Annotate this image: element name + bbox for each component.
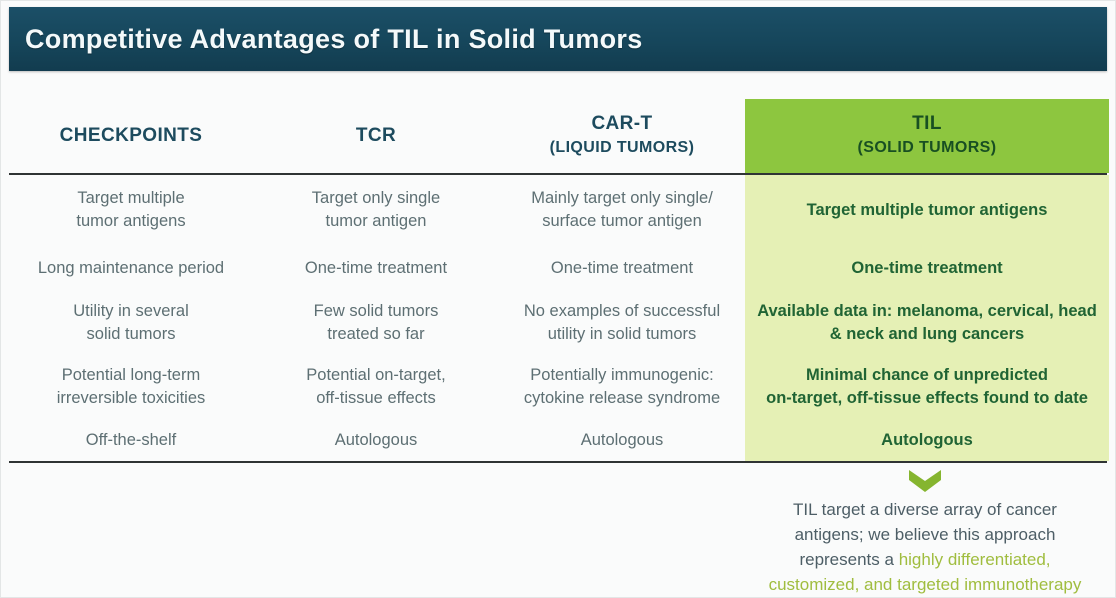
comparison-table: CHECKPOINTS TCR CAR-T (LIQUID TUMORS) TI…: [9, 99, 1109, 463]
table-row: Target multiple tumor antigens Target on…: [9, 175, 1109, 245]
table-cell: Target multiple tumor antigens: [76, 189, 186, 230]
column-header-til: TIL (SOLID TUMORS): [745, 99, 1109, 173]
column-header-label: CAR-T: [591, 113, 653, 134]
table-cell-til: Available data in: melanoma, cervical, h…: [745, 291, 1109, 355]
table-cell: Potentially immunogenic: cytokine releas…: [523, 366, 721, 407]
callout-highlight-text: highly differentiated, customized, and t…: [768, 550, 1082, 594]
til-callout: TIL target a diverse array of cancer ant…: [743, 463, 1107, 597]
table-cell-til: One-time treatment: [745, 245, 1109, 291]
table-cell: No examples of successful utility in sol…: [523, 302, 721, 343]
table-header-row: CHECKPOINTS TCR CAR-T (LIQUID TUMORS) TI…: [9, 99, 1109, 173]
table-cell: Potential long-term irreversible toxicit…: [56, 366, 206, 407]
column-header-label: TCR: [355, 125, 397, 146]
column-header-label: TIL: [912, 113, 942, 134]
column-header-checkpoints: CHECKPOINTS: [9, 99, 253, 173]
table-cell: One-time treatment: [550, 258, 694, 277]
column-header-sublabel: (SOLID TUMORS): [857, 139, 997, 156]
column-header-sublabel: (LIQUID TUMORS): [549, 139, 695, 156]
table-row: Utility in several solid tumors Few soli…: [9, 291, 1109, 355]
table-cell: Autologous: [580, 430, 664, 449]
chevron-down-icon: [743, 469, 1107, 493]
column-header-label: CHECKPOINTS: [59, 125, 203, 146]
table-row: Off-the-shelf Autologous Autologous Auto…: [9, 419, 1109, 461]
til-callout-text: TIL target a diverse array of cancer ant…: [743, 497, 1107, 597]
table-cell: Utility in several solid tumors: [73, 302, 189, 343]
table-cell-til: Autologous: [745, 419, 1109, 461]
callout-plain-text: TIL target a diverse array of cancer ant…: [793, 500, 1057, 569]
table-cell: Off-the-shelf: [85, 430, 177, 449]
table-cell-til: Target multiple tumor antigens: [745, 175, 1109, 245]
table-cell: Long maintenance period: [37, 258, 225, 277]
table-cell-til: Minimal chance of unpredicted on-target,…: [745, 355, 1109, 419]
table-row: Potential long-term irreversible toxicit…: [9, 355, 1109, 419]
table-row: Long maintenance period One-time treatme…: [9, 245, 1109, 291]
column-header-car-t: CAR-T (LIQUID TUMORS): [499, 99, 745, 173]
title-bar: Competitive Advantages of TIL in Solid T…: [9, 7, 1107, 71]
table-cell: Autologous: [334, 430, 418, 449]
table-cell: Few solid tumors treated so far: [313, 302, 439, 343]
header-divider-line: [9, 173, 1107, 175]
table-cell: Mainly target only single/ surface tumor…: [531, 189, 713, 230]
table-cell: One-time treatment: [304, 258, 448, 277]
table-bottom-line: [9, 461, 1107, 463]
table-cell: Target only single tumor antigen: [311, 189, 441, 230]
page-title: Competitive Advantages of TIL in Solid T…: [25, 23, 643, 54]
column-header-tcr: TCR: [253, 99, 499, 173]
table-cell: Potential on-target, off-tissue effects: [306, 366, 446, 407]
